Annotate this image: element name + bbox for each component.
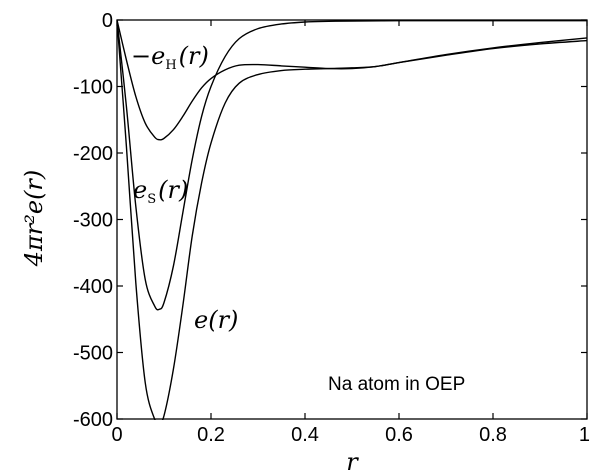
x-tick-label-3: 0.6 <box>385 424 413 446</box>
series-labels-layer: −eH(r) eS(r) e(r) <box>131 42 238 334</box>
series-label-eS: eS(r) <box>133 176 188 207</box>
series-label-eH-main: −e <box>131 42 165 70</box>
series-label-e: e(r) <box>194 306 238 334</box>
series-label-eH-sub: H <box>165 58 176 73</box>
y-tick-label-4: -400 <box>73 276 113 298</box>
x-tick-label-2: 0.4 <box>291 424 319 446</box>
x-tick-label-1: 0.2 <box>197 424 225 446</box>
series-label-eH: −eH(r) <box>131 42 209 73</box>
y-tick-label-5: -500 <box>73 343 113 365</box>
series-label-eS-sub: S <box>147 192 156 207</box>
curves-layer <box>117 19 587 420</box>
x-tick-label-5: 1 <box>579 424 590 446</box>
series-label-eS-tail: (r) <box>158 176 188 204</box>
y-tick-label-1: -100 <box>73 77 113 99</box>
x-tick-label-4: 0.8 <box>479 424 507 446</box>
series-line-2 <box>117 19 587 420</box>
y-tick-label-2: -200 <box>73 143 113 165</box>
series-line-0 <box>117 19 587 141</box>
annotation-text: Na atom in OEP <box>328 374 465 395</box>
tick-labels-layer: 0 0.2 0.4 0.6 0.8 1 0 -100 -200 -300 -400 -500 -600 <box>73 10 590 446</box>
y-tick-label-0: 0 <box>102 10 113 32</box>
y-tick-label-3: -300 <box>73 210 113 232</box>
series-label-e-main: e <box>194 306 208 334</box>
plot-frame <box>116 19 588 420</box>
x-axis-label: r <box>346 448 359 476</box>
x-tick-label-0: 0 <box>111 424 122 446</box>
series-label-eS-main: e <box>133 176 147 204</box>
y-tick-label-6: -600 <box>73 409 113 431</box>
series-label-e-tail: (r) <box>208 306 238 334</box>
y-axis-label: 4πr²e(r) <box>20 170 48 268</box>
series-label-eH-tail: (r) <box>179 42 209 70</box>
ticks-layer <box>116 19 588 420</box>
